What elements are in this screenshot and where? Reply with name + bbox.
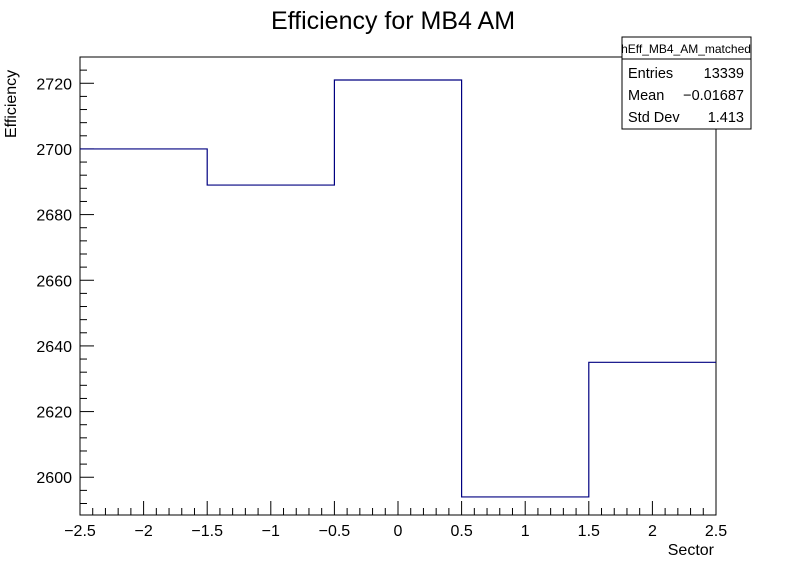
- x-tick-label: −0.5: [319, 523, 351, 540]
- x-tick-label: 0.5: [450, 523, 472, 540]
- y-tick-labels: 2600 2620 2640 2660 2680 2700 2720: [36, 76, 72, 487]
- stats-entries-label: Entries: [628, 66, 673, 82]
- y-axis-label: Efficiency: [3, 70, 20, 138]
- stats-stddev-label: Std Dev: [628, 110, 680, 126]
- y-tick-label: 2640: [36, 339, 72, 356]
- x-tick-label: 1.5: [578, 523, 600, 540]
- x-tick-label: −2: [134, 523, 152, 540]
- stats-mean-value: −0.01687: [683, 88, 744, 104]
- stats-box: hEff_MB4_AM_matched Entries 13339 Mean −…: [621, 36, 752, 130]
- x-tick-labels: −2.5 −2 −1.5 −1 −0.5 0 0.5 1 1.5 2 2.5: [64, 523, 727, 540]
- x-tick-label: −2.5: [64, 523, 96, 540]
- y-tick-label: 2600: [36, 470, 72, 487]
- stats-mean-label: Mean: [628, 88, 664, 104]
- x-tick-label: 2.5: [705, 523, 727, 540]
- x-tick-label: 0: [394, 523, 403, 540]
- y-tick-label: 2660: [36, 273, 72, 290]
- x-axis: [79, 501, 717, 515]
- y-tick-label: 2700: [36, 142, 72, 159]
- y-tick-label: 2720: [36, 76, 72, 93]
- stats-entries-value: 13339: [704, 66, 744, 82]
- y-axis: [80, 56, 94, 505]
- y-tick-label: 2680: [36, 208, 72, 225]
- stats-stddev-value: 1.413: [708, 110, 744, 126]
- x-tick-label: −1.5: [191, 523, 223, 540]
- x-tick-label: 1: [521, 523, 530, 540]
- x-tick-label: −1: [262, 523, 280, 540]
- histogram-series: [80, 79, 716, 498]
- stats-box-name: hEff_MB4_AM_matched: [621, 42, 751, 56]
- x-tick-label: 2: [648, 523, 657, 540]
- x-axis-label: Sector: [668, 542, 715, 559]
- y-tick-label: 2620: [36, 405, 72, 422]
- plot-frame: [79, 56, 717, 516]
- chart-title: Efficiency for MB4 AM: [271, 7, 515, 35]
